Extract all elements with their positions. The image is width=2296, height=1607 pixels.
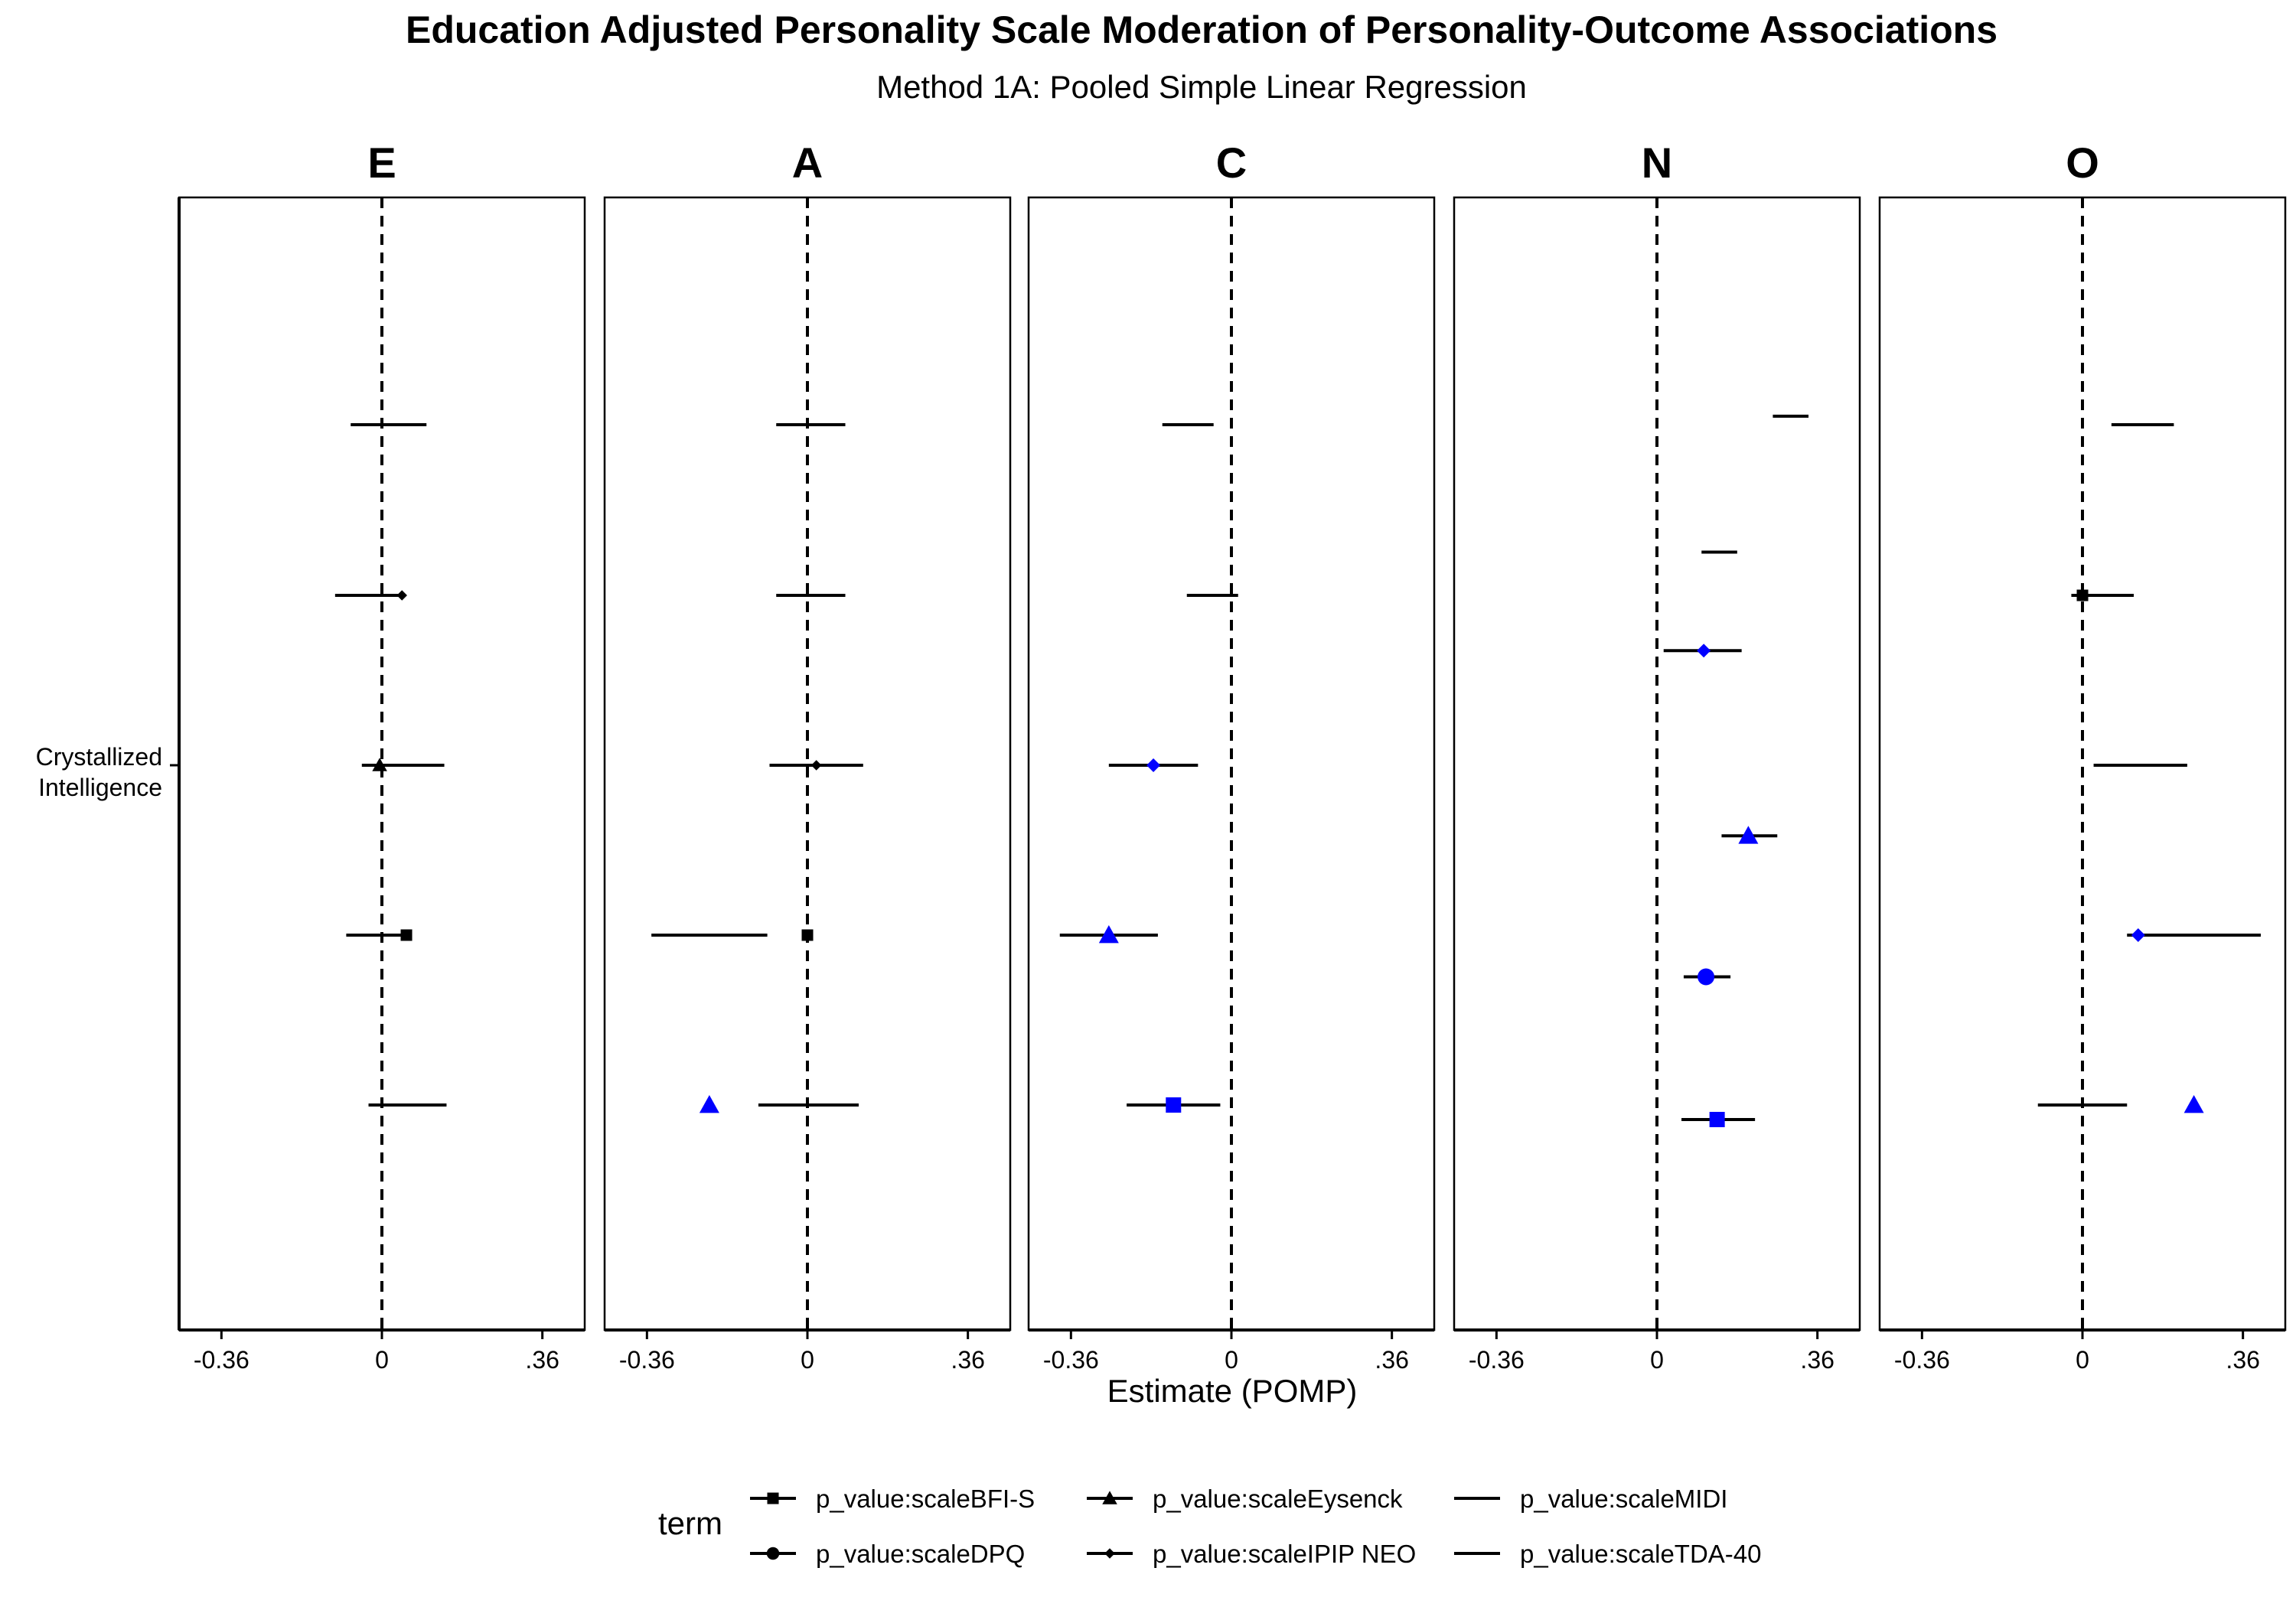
x-tick-label: 0 bbox=[801, 1346, 814, 1374]
legend-label: p_value:scaleDPQ bbox=[816, 1540, 1025, 1568]
legend-title: term bbox=[658, 1505, 722, 1541]
panel-a: A -0.36 0 .36 bbox=[603, 139, 1012, 1374]
point-eysenck bbox=[372, 758, 387, 771]
legend: term p_value:scaleBFI-S p_value:scaleDPQ p_… bbox=[658, 1485, 1762, 1568]
legend-entry: p_value:scaleEysenck bbox=[1087, 1485, 1403, 1513]
chart-title: Education Adjusted Personality Scale Mod… bbox=[406, 8, 1998, 51]
panel-e: E -0.36 0 .36 bbox=[178, 139, 586, 1374]
x-tick-label: 0 bbox=[2076, 1346, 2089, 1374]
point-eysenck bbox=[699, 1095, 719, 1113]
panel-o: O -0.36 0 .36 bbox=[1878, 139, 2287, 1374]
point-ipip-neo bbox=[396, 590, 407, 601]
panel-strip-label: N bbox=[1642, 139, 1672, 187]
x-tick-label: 0 bbox=[1225, 1346, 1238, 1374]
point-ipip-neo bbox=[2131, 928, 2145, 942]
legend-key-circle-icon bbox=[766, 1547, 780, 1560]
x-tick-label: .36 bbox=[951, 1346, 984, 1374]
point-bfi-s bbox=[2076, 589, 2089, 601]
point-bfi-s bbox=[1709, 1111, 1725, 1127]
point-bfi-s bbox=[400, 929, 413, 941]
point-eysenck bbox=[1738, 826, 1759, 844]
legend-label: p_value:scaleEysenck bbox=[1153, 1485, 1403, 1513]
legend-entry: p_value:scaleBFI-S bbox=[750, 1485, 1035, 1513]
legend-label: p_value:scaleMIDI bbox=[1520, 1485, 1727, 1513]
legend-label: p_value:scaleBFI-S bbox=[816, 1485, 1035, 1513]
x-tick-label: -0.36 bbox=[619, 1346, 675, 1374]
panels-group: E -0.36 0 .36 A -0.36 0 .36 C -0.36 0 .36 N -0.36 0 .36… bbox=[178, 139, 2287, 1374]
x-tick-label: -0.36 bbox=[194, 1346, 249, 1374]
panel-strip-label: A bbox=[792, 139, 823, 187]
legend-label: p_value:scaleIPIP NEO bbox=[1153, 1540, 1416, 1568]
panel-strip-label: C bbox=[1216, 139, 1247, 187]
legend-entry: p_value:scaleMIDI bbox=[1454, 1485, 1727, 1513]
point-ipip-neo bbox=[1697, 644, 1711, 658]
legend-key-triangle-icon bbox=[1102, 1491, 1117, 1504]
panel-c: C -0.36 0 .36 bbox=[1027, 139, 1436, 1374]
x-tick-label: -0.36 bbox=[1469, 1346, 1525, 1374]
legend-label: p_value:scaleTDA-40 bbox=[1520, 1540, 1762, 1568]
x-tick-label: 0 bbox=[1650, 1346, 1664, 1374]
point-bfi-s bbox=[1166, 1097, 1182, 1113]
legend-key-diamond-icon bbox=[1104, 1548, 1115, 1559]
legend-entry: p_value:scaleIPIP NEO bbox=[1087, 1540, 1416, 1568]
legend-entry: p_value:scaleDPQ bbox=[750, 1540, 1025, 1568]
x-tick-label: .36 bbox=[1375, 1346, 1408, 1374]
legend-entry: p_value:scaleTDA-40 bbox=[1454, 1540, 1762, 1568]
point-eysenck bbox=[1098, 925, 1119, 944]
x-tick-label: .36 bbox=[525, 1346, 559, 1374]
x-axis-label: Estimate (POMP) bbox=[1107, 1373, 1358, 1409]
chart-subtitle: Method 1A: Pooled Simple Linear Regressi… bbox=[876, 69, 1527, 105]
panel-strip-label: O bbox=[2066, 139, 2099, 187]
panel-strip-label: E bbox=[367, 139, 396, 187]
y-category-label-line2: Intelligence bbox=[38, 774, 162, 801]
x-tick-label: -0.36 bbox=[1043, 1346, 1099, 1374]
y-category-label-line1: Crystallized bbox=[36, 743, 162, 771]
legend-key-square-icon bbox=[767, 1492, 779, 1504]
x-tick-label: .36 bbox=[2226, 1346, 2259, 1374]
x-tick-label: -0.36 bbox=[1894, 1346, 1950, 1374]
point-bfi-s bbox=[801, 929, 814, 941]
point-ipip-neo bbox=[810, 760, 822, 771]
x-tick-label: .36 bbox=[1800, 1346, 1834, 1374]
panel-n: N -0.36 0 .36 bbox=[1453, 139, 1861, 1374]
point-ipip-neo bbox=[1146, 758, 1161, 772]
x-tick-label: 0 bbox=[375, 1346, 389, 1374]
point-eysenck bbox=[2183, 1095, 2204, 1113]
point-dpq bbox=[1698, 968, 1715, 986]
